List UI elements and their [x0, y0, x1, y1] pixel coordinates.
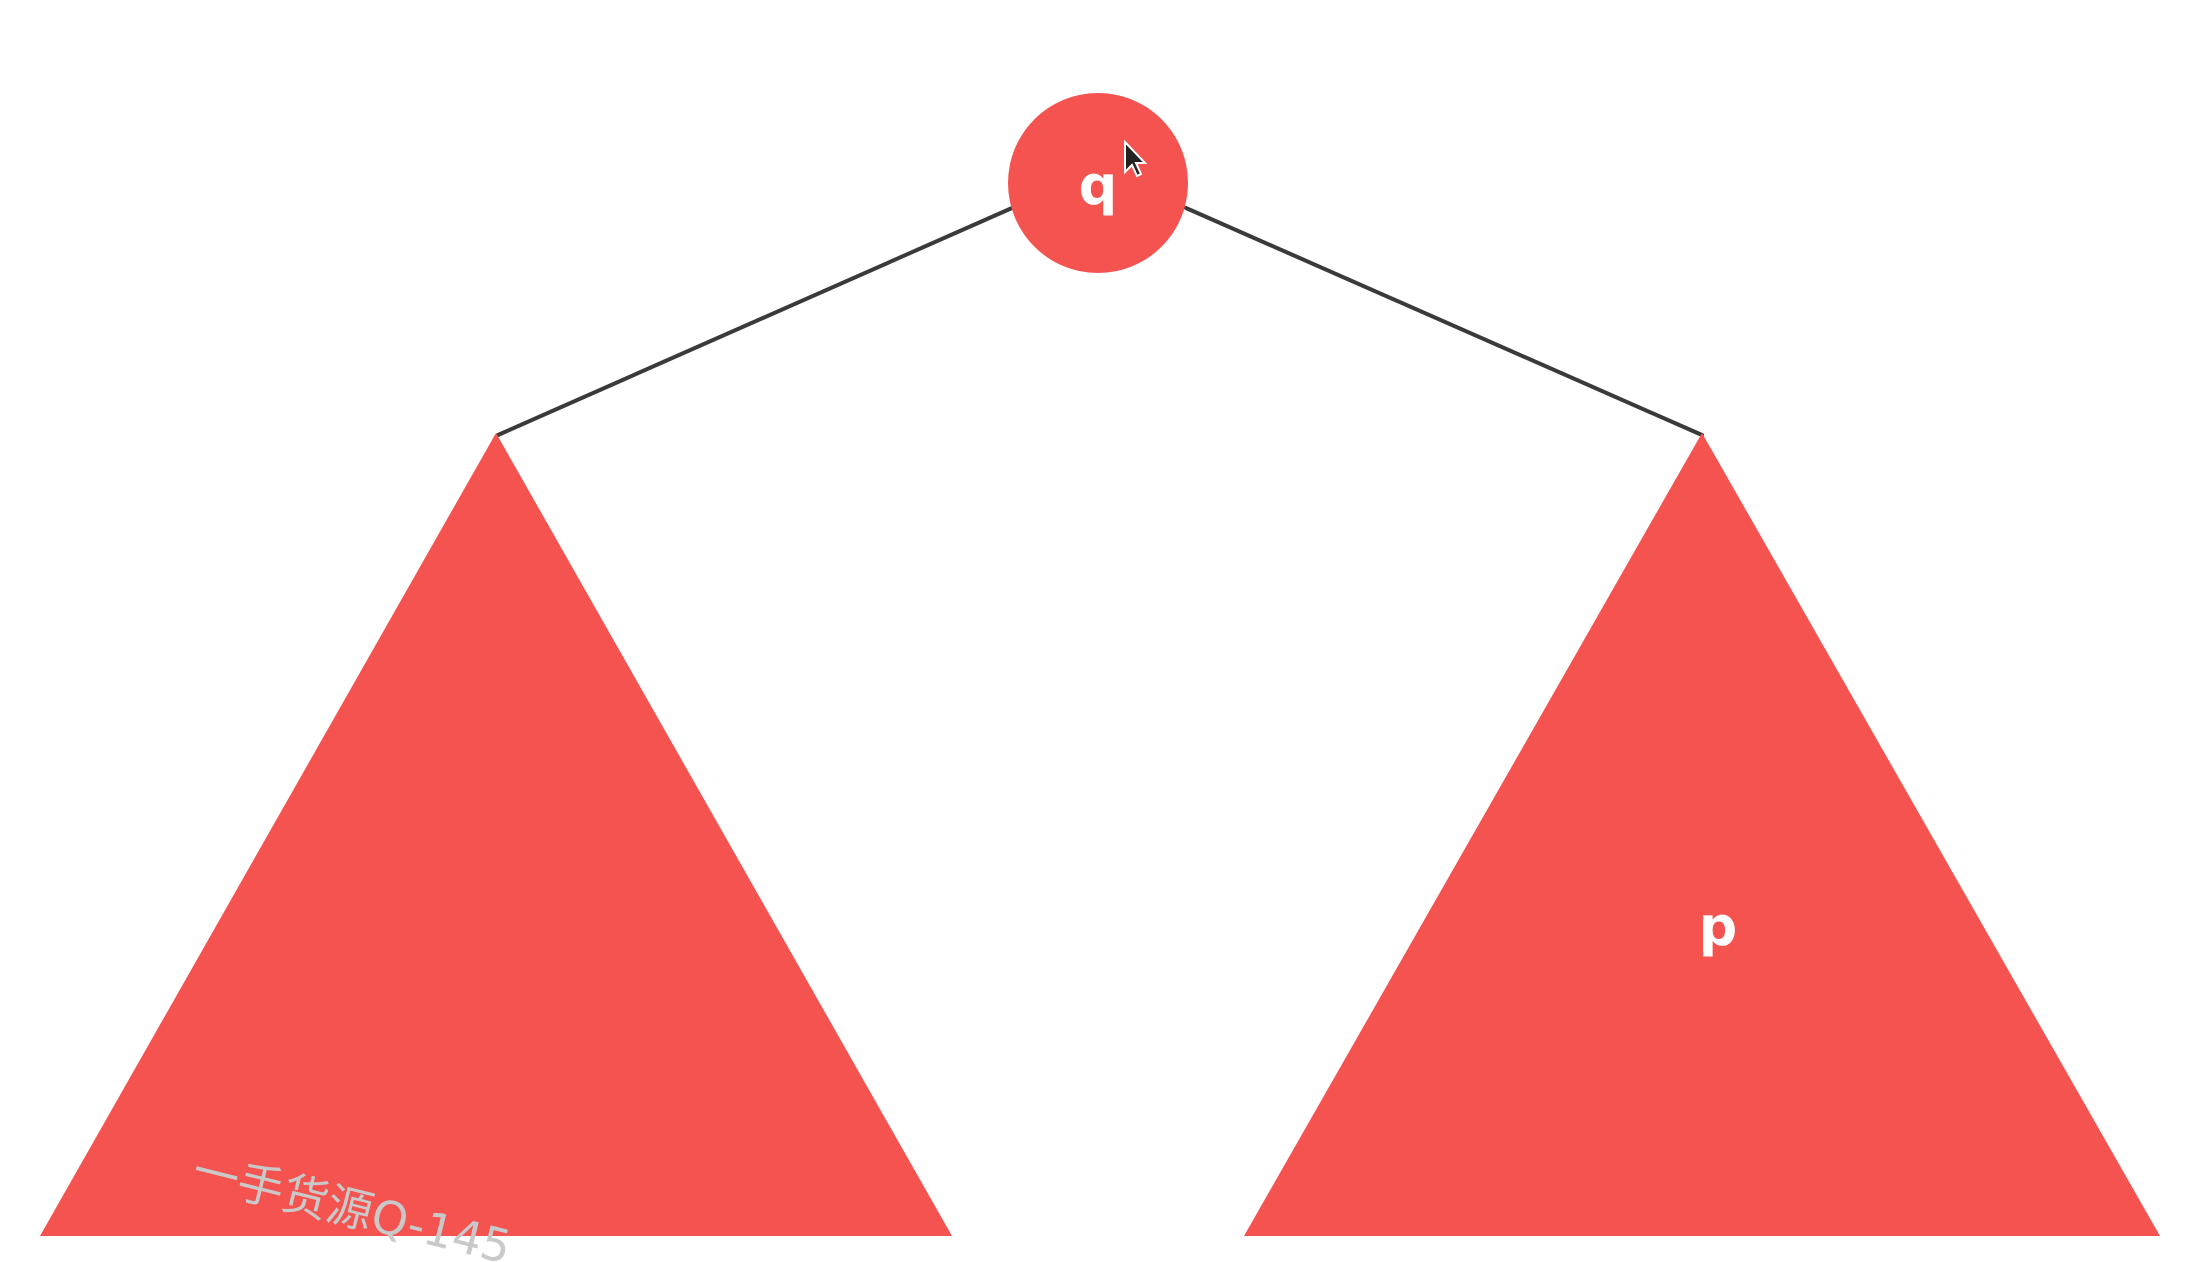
edge-root-to-right	[1184, 206, 1704, 437]
edge-root-to-left	[496, 206, 1014, 437]
right-subtree-triangle	[1244, 433, 2160, 1236]
root-node-circle	[1008, 93, 1188, 273]
left-subtree-triangle	[40, 433, 952, 1236]
mouse-pointer-icon	[1124, 139, 1148, 178]
root-node-label: q	[1079, 154, 1118, 217]
right-subtree-label: p	[1699, 895, 1738, 958]
